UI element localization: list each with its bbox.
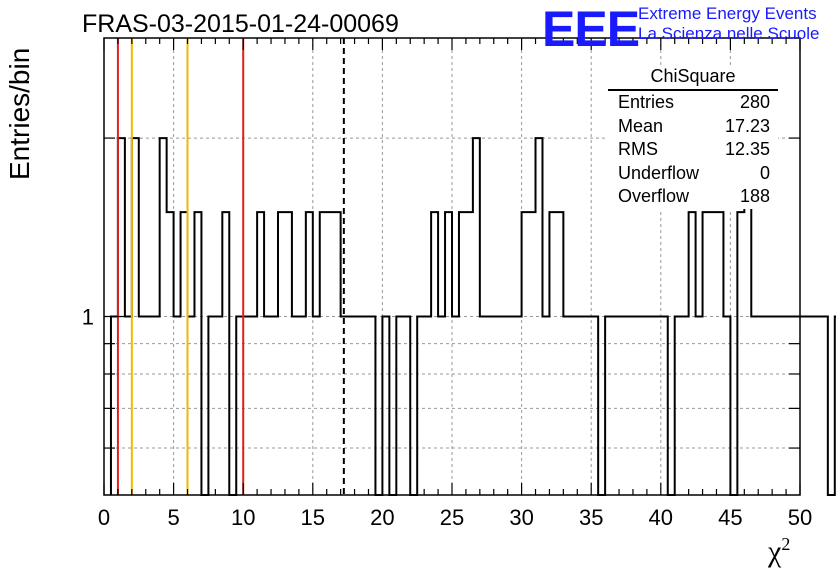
x-tick-label: 0 [98, 505, 110, 530]
histogram-bin [306, 212, 313, 495]
histogram-bin [167, 212, 174, 495]
x-tick-label: 30 [509, 505, 533, 530]
histogram-bin [549, 212, 556, 495]
histogram-bin [689, 212, 696, 495]
x-tick-label: 40 [649, 505, 673, 530]
histogram-bin [320, 212, 327, 495]
histogram-bin [327, 212, 334, 495]
y-tick-label: 1 [82, 305, 94, 330]
stats-value: 17.23 [724, 115, 770, 136]
histogram-bin [222, 212, 229, 495]
histogram-bin [710, 212, 717, 495]
logo-line-2: La Scienza nelle Scuole [638, 24, 820, 43]
stats-value: 188 [739, 186, 770, 206]
x-tick-label: 50 [788, 505, 812, 530]
histogram-bin [800, 317, 807, 495]
histogram-bin [737, 212, 744, 495]
reference-lines [116, 38, 345, 495]
stats-title: ChiSquare [608, 66, 778, 91]
stats-value: 0 [759, 162, 770, 183]
y-axis-label: Entries/bin [4, 47, 35, 180]
histogram-bin [431, 212, 438, 495]
stats-row-rms: RMS 12.35 [608, 138, 778, 162]
x-tick-label: 45 [718, 505, 742, 530]
histogram-bin [703, 212, 710, 495]
histogram-bin [556, 212, 563, 495]
stats-row-mean: Mean 17.23 [608, 115, 778, 139]
histogram-bin [529, 212, 536, 495]
stats-row-overflow: Overflow 188 [608, 185, 778, 209]
stats-label: Underflow [618, 162, 700, 183]
histogram-outline [109, 137, 836, 496]
stats-box: ChiSquare Entries 280 Mean 17.23 RMS 12.35 … [608, 66, 778, 209]
stats-label: Entries [618, 92, 675, 112]
histogram-bin [459, 212, 466, 495]
stats-value: 280 [739, 92, 770, 112]
stats-row-entries: Entries 280 [608, 91, 778, 115]
histogram-bin [334, 212, 341, 495]
histogram-bin [278, 212, 285, 495]
histogram-bin [522, 212, 529, 495]
logo-line-1: Extreme Energy Events [638, 4, 817, 23]
eee-logo-mark: EEE [542, 1, 640, 57]
histogram [109, 137, 836, 496]
x-axis-label-superscript: 2 [781, 534, 791, 554]
histogram-bin [285, 212, 292, 495]
x-axis-label: χ2 [768, 534, 790, 569]
histogram-bin [194, 212, 201, 495]
x-tick-label: 15 [301, 505, 325, 530]
histogram-bin [181, 212, 188, 495]
histogram-bin [821, 317, 828, 495]
axis-ticks: 0 5 10 15 20 25 30 35 40 45 50 1 [82, 38, 812, 530]
histogram-bin [466, 212, 473, 495]
stats-label: RMS [618, 139, 658, 159]
histogram-bin [716, 212, 723, 495]
x-tick-label: 35 [579, 505, 603, 530]
x-tick-label: 20 [370, 505, 394, 530]
histogram-bin [445, 212, 452, 495]
histogram-bin [807, 317, 814, 495]
chart-title: FRAS-03-2015-01-24-00069 [82, 10, 399, 38]
stats-row-underflow: Underflow 0 [608, 162, 778, 186]
stats-label: Mean [618, 115, 664, 136]
histogram-bin [257, 212, 264, 495]
x-tick-label: 10 [231, 505, 255, 530]
stats-value: 12.35 [724, 139, 770, 159]
stats-label: Overflow [618, 186, 690, 206]
x-axis-label-symbol: χ [768, 535, 782, 568]
histogram-bin [814, 317, 821, 495]
x-tick-label: 5 [167, 505, 179, 530]
x-tick-label: 25 [440, 505, 464, 530]
